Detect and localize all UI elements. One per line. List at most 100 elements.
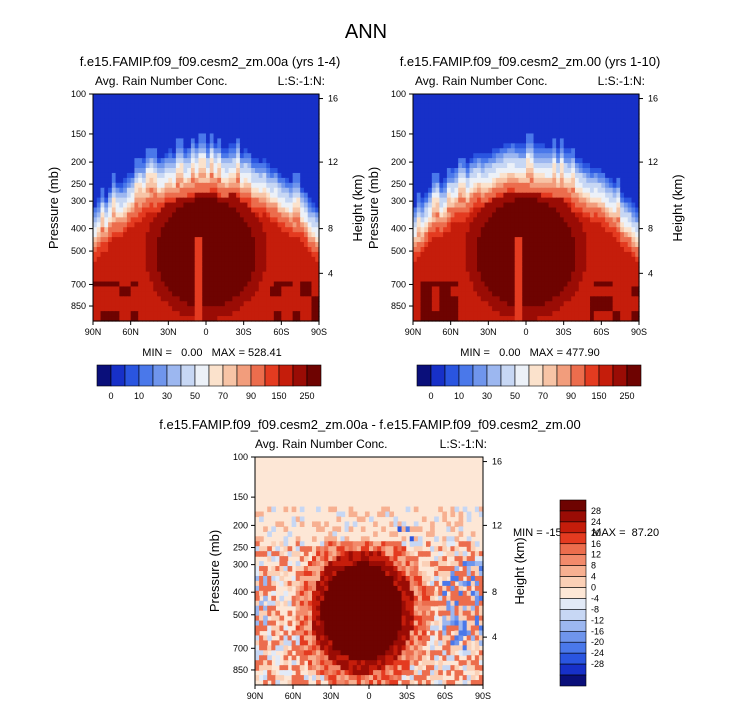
- heatmap-cell: [221, 123, 226, 130]
- heatmap-cell: [514, 153, 520, 159]
- heatmap-cell: [141, 266, 147, 273]
- heatmap-cell: [307, 227, 313, 233]
- heatmap-cell: [157, 103, 162, 110]
- heatmap-cell: [111, 118, 117, 125]
- heatmap-cell: [303, 98, 309, 105]
- heatmap-cell: [232, 128, 237, 135]
- heatmap-cell: [262, 133, 267, 140]
- heatmap-cell: [469, 212, 474, 218]
- heatmap-cell: [635, 133, 640, 140]
- heatmap-cell: [469, 261, 474, 268]
- heatmap-cell: [416, 256, 422, 263]
- heatmap-cell: [526, 143, 531, 149]
- heatmap-cell: [277, 98, 282, 105]
- heatmap-cell: [552, 118, 557, 125]
- heatmap-cell: [548, 98, 553, 105]
- heatmap-cell: [480, 222, 486, 228]
- heatmap-cell: [473, 113, 478, 120]
- heatmap-cell: [175, 237, 181, 243]
- heatmap-cell: [217, 177, 222, 184]
- heatmap-cell: [465, 98, 471, 105]
- heatmap-cell: [627, 158, 633, 164]
- heatmap-cell: [236, 197, 241, 204]
- heatmap-cell: [631, 217, 636, 223]
- heatmap-cell: [100, 237, 105, 243]
- heatmap-cell: [454, 202, 459, 209]
- panel-2-field-label: Avg. Rain Number Conc.: [415, 74, 548, 88]
- heatmap-cell: [454, 103, 459, 110]
- heatmap-cell: [635, 118, 640, 125]
- heatmap-cell: [529, 212, 535, 218]
- heatmap-cell: [285, 123, 290, 130]
- heatmap-cell: [160, 271, 166, 278]
- heatmap-cell: [608, 217, 614, 223]
- heatmap-cell: [492, 266, 497, 273]
- heatmap-cell: [454, 118, 459, 125]
- heatmap-cell: [510, 158, 516, 164]
- heatmap-cell: [232, 138, 237, 144]
- heatmap-cell: [428, 148, 433, 154]
- heatmap-cell: [175, 232, 181, 238]
- heatmap-cell: [266, 217, 271, 223]
- heatmap-cell: [431, 261, 437, 268]
- heatmap-cell: [480, 98, 486, 105]
- heatmap-cell: [608, 153, 614, 159]
- heatmap-cell: [243, 202, 249, 209]
- heatmap-cell: [443, 192, 448, 199]
- heatmap-cell: [239, 251, 245, 258]
- heatmap-cell: [258, 242, 264, 248]
- heatmap-cell: [172, 246, 177, 253]
- heatmap-cell: [254, 276, 260, 283]
- heatmap-cell: [164, 148, 169, 154]
- heatmap-cell: [307, 98, 313, 105]
- heatmap-cell: [232, 202, 237, 209]
- heatmap-cell: [224, 148, 230, 154]
- heatmap-cell: [157, 291, 162, 297]
- heatmap-cell: [488, 182, 493, 189]
- heatmap-cell: [469, 177, 474, 184]
- heatmap-cell: [172, 251, 177, 258]
- heatmap-cell: [533, 202, 538, 209]
- heatmap-cell: [277, 103, 282, 110]
- heatmap-cell: [285, 118, 290, 125]
- heatmap-cell: [247, 306, 252, 312]
- heatmap-cell: [616, 172, 621, 179]
- heatmap-cell: [300, 192, 305, 199]
- heatmap-cell: [115, 306, 120, 312]
- heatmap-cell: [111, 316, 117, 322]
- heatmap-cell: [582, 227, 587, 233]
- heatmap-cell: [518, 118, 523, 125]
- heatmap-cell: [533, 182, 538, 189]
- heatmap-cell: [567, 217, 572, 223]
- heatmap-cell: [236, 222, 241, 228]
- heatmap-cell: [300, 227, 305, 233]
- heatmap-cell: [243, 217, 249, 223]
- heatmap-cell: [93, 138, 98, 144]
- heatmap-cell: [179, 108, 184, 115]
- heatmap-cell: [307, 281, 313, 288]
- heatmap-cell: [138, 271, 143, 278]
- heatmap-cell: [424, 256, 429, 263]
- heatmap-cell: [130, 251, 136, 258]
- heatmap-cell: [213, 251, 218, 258]
- heatmap-cell: [292, 163, 297, 169]
- heatmap-cell: [221, 311, 226, 317]
- heatmap-cell: [236, 187, 241, 194]
- y-tick-label: 100: [71, 89, 86, 99]
- heatmap-cell: [563, 266, 569, 273]
- heatmap-cell: [224, 256, 230, 263]
- heatmap-cell: [420, 94, 425, 100]
- heatmap-cell: [522, 232, 527, 238]
- heatmap-cell: [134, 118, 139, 125]
- heatmap-cell: [111, 202, 117, 209]
- heatmap-cell: [239, 168, 245, 174]
- heatmap-cell: [198, 232, 203, 238]
- heatmap-cell: [281, 311, 286, 317]
- heatmap-cell: [187, 222, 192, 228]
- heatmap-cell: [631, 123, 636, 130]
- heatmap-cell: [130, 103, 136, 110]
- heatmap-cell: [108, 172, 113, 179]
- heatmap-cell: [149, 148, 154, 154]
- heatmap-cell: [428, 266, 433, 273]
- heatmap-cell: [443, 232, 448, 238]
